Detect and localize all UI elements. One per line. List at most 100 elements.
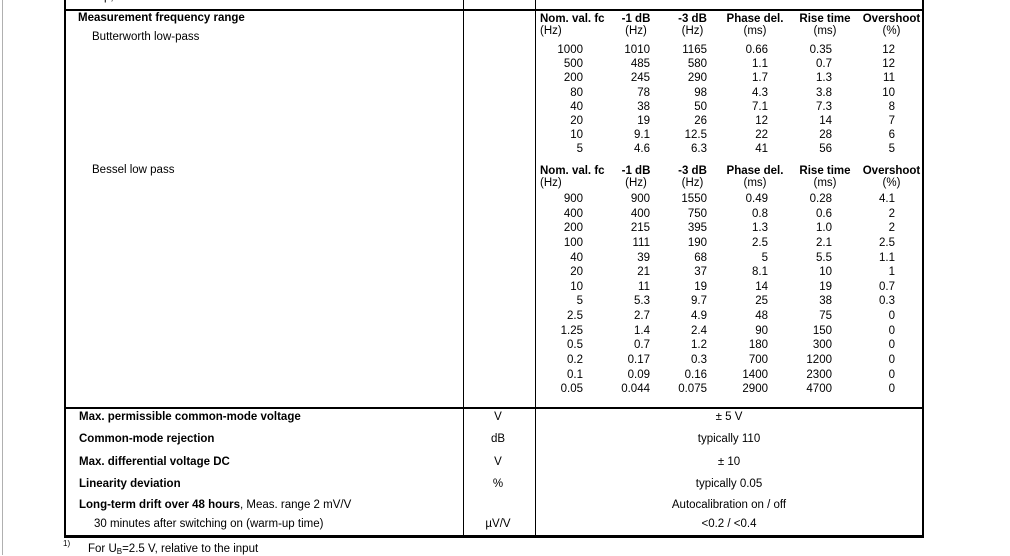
freq-value-cell: 10 — [882, 86, 895, 99]
freq-value-cell: 400 — [563, 207, 583, 220]
freq-value-cell: 10 — [570, 129, 583, 142]
spec-value: ± 5 V — [715, 411, 743, 423]
freq-value-cell: 7.3 — [816, 100, 832, 113]
freq-value-cell: 10 — [819, 266, 832, 279]
spec-unit: % — [492, 478, 504, 490]
spec-unit: µV/V — [485, 518, 511, 530]
table-rule-top — [64, 9, 924, 11]
freq-value-cell: 300 — [812, 339, 832, 352]
freq-value-cell: 40 — [570, 251, 583, 264]
freq-value-cell: 5.3 — [634, 295, 650, 308]
freq-column-header: Nom. val. fc — [540, 13, 605, 25]
freq-value-cell: 150 — [812, 324, 832, 337]
freq-value-cell: 2 — [888, 222, 895, 235]
freq-column-unit: (%) — [882, 177, 901, 189]
butterworth-table-body: 1000 1010 1165 0.66 0.35 12 500 485 580 1.1 0.7 12 2… — [537, 44, 923, 158]
spec-row: Linearity deviation% typically 0.05 — [65, 478, 923, 498]
freq-value-cell: 14 — [755, 280, 768, 293]
freq-value-cell: 0.6 — [816, 207, 832, 220]
freq-value-cell: 215 — [630, 222, 650, 235]
freq-value-cell: 40 — [570, 100, 583, 113]
freq-column-header: Phase del. — [726, 13, 784, 25]
table-separator-value-column — [535, 0, 536, 538]
bessel-table-header: Nom. val. fc -1 dB -3 dB Phase del. Rise tim… — [537, 165, 923, 189]
freq-value-cell: 1165 — [682, 44, 707, 56]
freq-value-cell: 22 — [755, 129, 768, 142]
freq-value-cell: 12 — [882, 44, 895, 56]
freq-value-cell: 0.16 — [684, 368, 707, 381]
freq-value-cell: 0.7 — [879, 280, 895, 293]
freq-column-header: Rise time — [799, 165, 851, 177]
freq-value-cell: 900 — [630, 193, 650, 205]
freq-value-cell: 0.7 — [634, 339, 650, 352]
freq-value-cell: 37 — [694, 266, 707, 279]
freq-value-cell: 395 — [687, 222, 707, 235]
freq-value-cell: 0 — [888, 324, 895, 337]
freq-value-cell: 1.3 — [816, 72, 832, 85]
freq-value-cell: 19 — [637, 114, 650, 127]
freq-value-cell: 1.0 — [816, 222, 832, 235]
freq-value-cell: 245 — [630, 72, 650, 85]
freq-column-unit: (Hz) — [681, 25, 704, 37]
freq-value-cell: 1.7 — [752, 72, 768, 85]
freq-value-cell: 2 — [888, 207, 895, 220]
freq-value-cell: 0 — [888, 383, 895, 396]
section-title: Measurement frequency range — [78, 12, 245, 24]
freq-value-cell: 1.4 — [634, 324, 650, 337]
freq-value-cell: 400 — [630, 207, 650, 220]
freq-value-cell: 75 — [819, 310, 832, 323]
freq-value-cell: 38 — [819, 295, 832, 308]
butterworth-table-header: Nom. val. fc -1 dB -3 dB Phase del. Rise tim… — [537, 13, 923, 37]
freq-value-cell: 0.28 — [809, 193, 832, 205]
freq-value-cell: 1.3 — [752, 222, 768, 235]
spec-value: ± 10 — [717, 456, 741, 468]
freq-value-cell: 1.1 — [752, 58, 768, 71]
footnote-text-before: For U — [88, 543, 117, 555]
freq-value-cell: 180 — [748, 339, 768, 352]
footnote-marker: 1) — [63, 539, 71, 548]
freq-value-cell: 2300 — [806, 368, 832, 381]
freq-column-unit: (ms) — [813, 177, 837, 189]
freq-value-cell: 48 — [755, 310, 768, 323]
freq-value-cell: 68 — [694, 251, 707, 264]
freq-column-unit: (%) — [882, 25, 901, 37]
freq-value-cell: 1550 — [681, 193, 707, 205]
freq-column-unit: (ms) — [743, 177, 767, 189]
spec-unit: V — [494, 456, 502, 468]
freq-value-cell: 0.66 — [745, 44, 768, 56]
freq-value-cell: 21 — [637, 266, 650, 279]
freq-value-cell: 78 — [637, 86, 650, 99]
freq-value-cell: 2.5 — [567, 310, 583, 323]
freq-value-cell: 80 — [570, 86, 583, 99]
freq-column-header: Phase del. — [726, 165, 784, 177]
freq-value-cell: 26 — [694, 114, 707, 127]
freq-value-cell: 2900 — [742, 383, 768, 396]
freq-value-cell: 5 — [888, 143, 895, 156]
table-separator-unit-column — [463, 0, 464, 538]
freq-value-cell: 1.25 — [560, 324, 583, 337]
freq-value-cell: 25 — [755, 295, 768, 308]
freq-value-cell: 2.7 — [634, 310, 650, 323]
freq-value-cell: 9.7 — [691, 295, 707, 308]
spec-label: 30 minutes after switching on (warm-up t… — [94, 518, 324, 530]
freq-value-cell: 111 — [632, 236, 650, 249]
freq-value-cell: 0.05 — [560, 383, 583, 396]
freq-value-cell: 1200 — [806, 354, 832, 367]
spec-label: Max. differential voltage DC — [79, 456, 230, 468]
spec-label: Common-mode rejection — [79, 433, 215, 445]
freq-value-cell: 9.1 — [634, 129, 650, 142]
freq-value-cell: 19 — [819, 280, 832, 293]
spec-value: Autocalibration on / off — [671, 499, 787, 511]
freq-column-header: Overshoot — [862, 165, 921, 177]
spec-unit: dB — [490, 433, 506, 445]
freq-column-unit: (Hz) — [540, 177, 562, 189]
freq-value-cell: 0.044 — [621, 383, 650, 396]
spec-label: Long-term drift over 48 hours, Meas. ran… — [79, 499, 352, 511]
freq-column-header: Nom. val. fc — [540, 165, 605, 177]
table-border-left — [64, 0, 66, 538]
freq-value-cell: 11 — [883, 72, 895, 85]
freq-value-cell: 41 — [755, 143, 768, 156]
freq-value-cell: 5 — [576, 143, 583, 156]
freq-column-unit: (Hz) — [540, 25, 562, 37]
